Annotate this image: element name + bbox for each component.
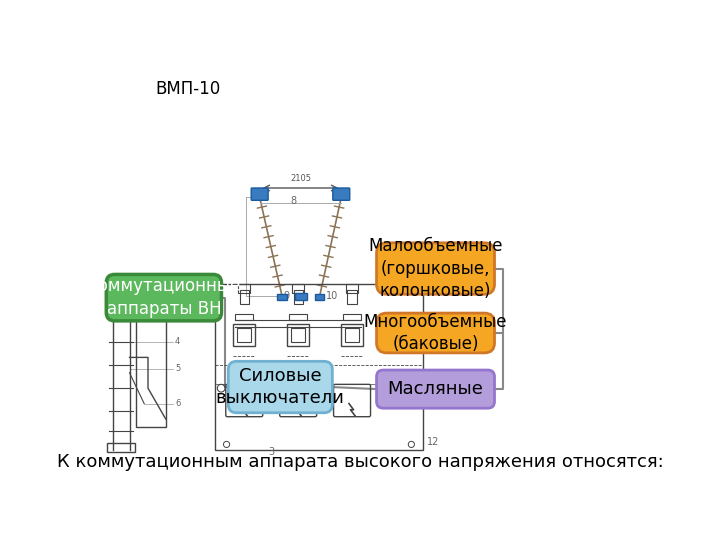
Text: 2: 2 — [142, 281, 147, 289]
Text: К коммутационным аппарата высокого напряжения относятся:: К коммутационным аппарата высокого напря… — [58, 453, 664, 471]
Text: Малообъемные
(горшковые,
колонковые): Малообъемные (горшковые, колонковые) — [368, 237, 503, 300]
FancyBboxPatch shape — [377, 243, 495, 294]
Text: 1: 1 — [132, 281, 137, 289]
Bar — [292, 284, 305, 294]
Bar — [215, 284, 423, 450]
Bar — [294, 289, 303, 303]
Bar — [233, 325, 255, 346]
Bar — [277, 294, 287, 300]
FancyBboxPatch shape — [377, 370, 495, 408]
Bar — [235, 314, 253, 320]
Text: 12: 12 — [427, 437, 439, 447]
Bar — [291, 328, 305, 342]
FancyBboxPatch shape — [228, 361, 333, 413]
Text: ВМП-10: ВМП-10 — [155, 80, 220, 98]
Bar — [348, 289, 356, 303]
Text: 9: 9 — [284, 291, 289, 301]
Bar — [110, 288, 132, 294]
Bar — [137, 303, 166, 427]
Text: 3: 3 — [150, 281, 156, 289]
Bar — [346, 284, 359, 294]
Text: 8: 8 — [290, 196, 297, 206]
Bar — [276, 383, 320, 397]
Bar — [240, 289, 249, 303]
Text: Коммутационные
аппараты ВН: Коммутационные аппараты ВН — [86, 277, 241, 318]
Text: 11: 11 — [427, 379, 439, 389]
Text: 5: 5 — [175, 364, 180, 374]
Bar — [345, 328, 359, 342]
Bar — [294, 293, 307, 300]
FancyBboxPatch shape — [251, 188, 268, 200]
Text: 10: 10 — [326, 291, 338, 301]
Bar — [289, 314, 307, 320]
Bar — [315, 294, 324, 300]
Bar — [238, 328, 251, 342]
Bar — [107, 443, 135, 452]
Text: 3: 3 — [268, 447, 274, 457]
FancyBboxPatch shape — [333, 188, 350, 200]
Text: 6: 6 — [175, 399, 180, 408]
Bar — [341, 325, 363, 346]
Text: Многообъемные
(баковые): Многообъемные (баковые) — [364, 313, 508, 354]
FancyBboxPatch shape — [377, 313, 495, 353]
FancyBboxPatch shape — [107, 274, 222, 321]
Bar — [343, 314, 361, 320]
Text: 4: 4 — [175, 338, 180, 347]
Text: Откл: Откл — [288, 386, 308, 395]
Text: 2105: 2105 — [290, 174, 311, 184]
Bar — [238, 284, 251, 294]
Bar — [287, 325, 309, 346]
Text: Силовые
выключатели: Силовые выключатели — [216, 367, 345, 408]
Text: Масляные: Масляные — [387, 380, 483, 398]
